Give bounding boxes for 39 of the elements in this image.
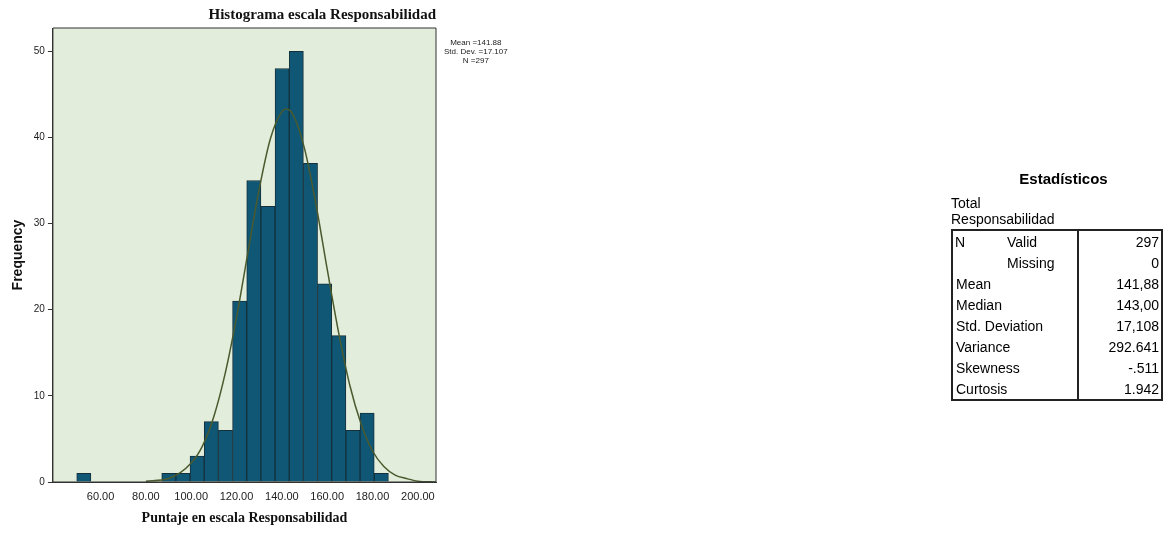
text: 297 (1135, 233, 1159, 250)
text: 292.641 (1108, 338, 1159, 355)
text: 1.942 (1123, 380, 1159, 397)
category-label: Curtosis (955, 379, 1009, 399)
text: 143,00 (1116, 296, 1159, 313)
text: N =297 (461, 56, 490, 65)
text: Std. Dev. =17.107 (444, 47, 508, 56)
category-label: Skewness (955, 358, 1021, 378)
y-tick-label: 50 (33, 45, 46, 57)
category-label: Mean (955, 274, 993, 294)
text: Estadísticos (1018, 170, 1109, 187)
x-tick-label: 180.00 (355, 489, 390, 502)
x-tick-label: 160.00 (310, 489, 345, 502)
x-tick-label: 120.00 (219, 489, 254, 502)
text: Mean =141.88 (449, 38, 503, 47)
text: 17,108 (1116, 317, 1159, 334)
y-tick-label: 30 (33, 217, 46, 229)
text: 0 (1151, 254, 1159, 271)
category-label: Variance (955, 337, 1012, 357)
category-label: Std. Deviation (955, 316, 1045, 336)
x-tick-label: 80.00 (132, 489, 160, 502)
category-label: Missing (1006, 253, 1056, 273)
x-axis-title: Puntaje en escala Responsabilidad (141, 510, 348, 526)
y-tick-label: 20 (33, 303, 46, 315)
x-tick-label: 200.00 (401, 489, 435, 502)
text: -.511 (1128, 359, 1159, 376)
y-tick-label: 0 (39, 475, 46, 487)
chart-title: Histograma escala Responsabilidad (208, 5, 437, 22)
y-tick-label: 10 (33, 389, 46, 401)
y-axis-title: Frequency (9, 219, 26, 291)
x-tick-label: 140.00 (265, 489, 299, 502)
text: Total Responsabilidad (951, 195, 1056, 227)
text: 141,88 (1116, 275, 1159, 292)
x-tick-label: 100.00 (174, 489, 209, 502)
x-tick-label: 60.00 (86, 489, 115, 502)
category-label: Valid (1006, 232, 1039, 252)
category-label: Median (955, 295, 1003, 315)
y-tick-label: 40 (33, 131, 46, 143)
text: N (954, 232, 967, 252)
